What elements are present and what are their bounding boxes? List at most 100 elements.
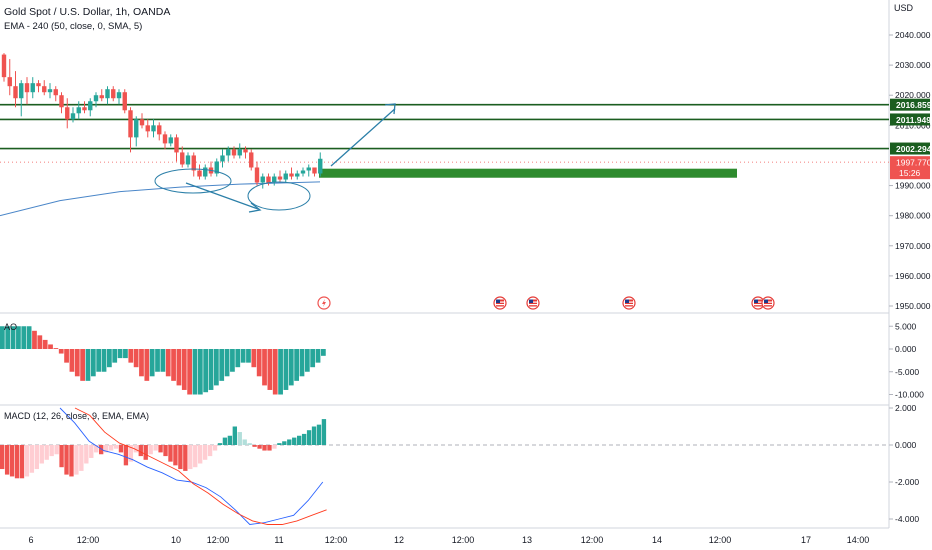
ao-bar[interactable]	[85, 349, 91, 381]
macd-histogram-bar[interactable]	[316, 424, 322, 445]
ao-bar[interactable]	[32, 330, 37, 349]
ao-bar[interactable]	[176, 349, 182, 386]
ao-bar[interactable]	[294, 349, 299, 381]
candle-body[interactable]	[93, 95, 99, 102]
macd-histogram-bar[interactable]	[287, 439, 292, 445]
projection-arrow-up[interactable]	[330, 108, 396, 167]
macd-histogram-bar[interactable]	[173, 445, 178, 466]
us-flag-event-icon[interactable]	[622, 296, 636, 310]
macd-histogram-bar[interactable]	[193, 445, 198, 468]
candle-body[interactable]	[243, 149, 248, 153]
macd-histogram-bar[interactable]	[138, 445, 143, 457]
candle-body[interactable]	[30, 83, 35, 93]
macd-histogram-bar[interactable]	[4, 445, 10, 475]
candle-body[interactable]	[139, 119, 145, 126]
candle-body[interactable]	[214, 161, 219, 174]
ao-bar[interactable]	[5, 326, 11, 349]
ao-bar[interactable]	[144, 349, 150, 381]
macd-histogram-bar[interactable]	[89, 445, 94, 458]
macd-histogram-bar[interactable]	[321, 419, 327, 445]
candle-body[interactable]	[266, 176, 271, 183]
candle-body[interactable]	[47, 89, 53, 93]
ao-bar[interactable]	[230, 349, 235, 372]
ao-bar[interactable]	[139, 349, 144, 377]
candle-body[interactable]	[76, 107, 81, 114]
event-markers[interactable]	[317, 296, 775, 310]
ao-bar[interactable]	[171, 349, 176, 381]
candle-body[interactable]	[254, 167, 260, 183]
target-zone[interactable]	[319, 168, 737, 178]
macd-histogram-bar[interactable]	[267, 445, 272, 451]
ao-bar[interactable]	[0, 326, 5, 349]
ao-bar[interactable]	[160, 349, 166, 372]
ao-bar[interactable]	[96, 349, 102, 372]
macd-histogram-bar[interactable]	[14, 445, 20, 479]
candle-body[interactable]	[260, 176, 265, 183]
macd-histogram-bar[interactable]	[74, 445, 79, 475]
ao-bar[interactable]	[10, 326, 16, 349]
candle-body[interactable]	[231, 149, 237, 156]
ao-bar[interactable]	[304, 349, 310, 372]
macd-histogram-bar[interactable]	[272, 445, 277, 449]
macd-histogram-bar[interactable]	[103, 445, 109, 453]
current-price-badge[interactable]	[890, 156, 930, 180]
macd-histogram-bar[interactable]	[143, 445, 148, 460]
candle-body[interactable]	[19, 83, 24, 99]
candle-body[interactable]	[122, 92, 127, 111]
ao-bar[interactable]	[64, 349, 69, 363]
ao-bar[interactable]	[74, 349, 80, 377]
ellipse-drawing[interactable]	[247, 181, 311, 211]
macd-histogram-bar[interactable]	[262, 445, 267, 451]
ao-bar[interactable]	[53, 348, 59, 349]
candle-body[interactable]	[203, 167, 208, 177]
us-flag-event-icon[interactable]	[526, 296, 540, 310]
macd-histogram-bar[interactable]	[217, 443, 223, 445]
macd-pane[interactable]	[0, 407, 889, 525]
macd-histogram-bar[interactable]	[178, 445, 183, 470]
macd-histogram-bar[interactable]	[158, 445, 163, 453]
ao-bar[interactable]	[48, 344, 53, 349]
candle-body[interactable]	[145, 125, 150, 132]
candle-body[interactable]	[36, 83, 41, 87]
macd-histogram-bar[interactable]	[212, 445, 218, 451]
ao-bar[interactable]	[58, 349, 64, 354]
candle-body[interactable]	[128, 110, 133, 138]
ao-bar[interactable]	[128, 349, 134, 363]
macd-histogram-bar[interactable]	[59, 445, 64, 468]
ao-bar[interactable]	[42, 339, 48, 349]
ao-bar[interactable]	[246, 349, 251, 363]
macd-histogram-bar[interactable]	[148, 445, 153, 455]
macd-histogram-bar[interactable]	[24, 445, 30, 477]
macd-histogram-bar[interactable]	[306, 430, 312, 445]
macd-histogram-bar[interactable]	[292, 437, 297, 445]
macd-histogram-bar[interactable]	[0, 445, 5, 470]
price-pane[interactable]	[0, 53, 889, 217]
ao-bar[interactable]	[187, 349, 192, 395]
candle-body[interactable]	[88, 101, 93, 111]
macd-histogram-bar[interactable]	[237, 432, 242, 445]
ao-bar[interactable]	[107, 349, 112, 368]
us-flag-event-icon[interactable]	[493, 296, 507, 310]
ao-bar[interactable]	[149, 349, 155, 377]
candle-body[interactable]	[59, 95, 64, 108]
candle-body[interactable]	[185, 155, 191, 165]
candle-body[interactable]	[272, 176, 277, 183]
ao-bar[interactable]	[165, 349, 171, 377]
candle-body[interactable]	[295, 173, 300, 177]
price-axis[interactable]: 2040.0002030.0002020.0002010.0001990.000…	[889, 30, 932, 524]
lightning-event-icon[interactable]	[317, 296, 331, 310]
ao-bar[interactable]	[235, 349, 241, 368]
ao-bar[interactable]	[21, 326, 27, 349]
macd-histogram-bar[interactable]	[198, 445, 203, 464]
level-price-badge[interactable]	[890, 142, 930, 155]
candle-body[interactable]	[168, 137, 173, 144]
ao-bar[interactable]	[123, 349, 128, 359]
candle-body[interactable]	[318, 158, 323, 174]
candle-body[interactable]	[105, 89, 110, 99]
candle-body[interactable]	[197, 170, 202, 177]
macd-histogram-bar[interactable]	[79, 445, 84, 471]
macd-histogram-bar[interactable]	[123, 445, 129, 466]
macd-histogram-bar[interactable]	[19, 445, 25, 479]
candle-body[interactable]	[116, 92, 122, 99]
level-price-badge[interactable]	[890, 98, 930, 111]
